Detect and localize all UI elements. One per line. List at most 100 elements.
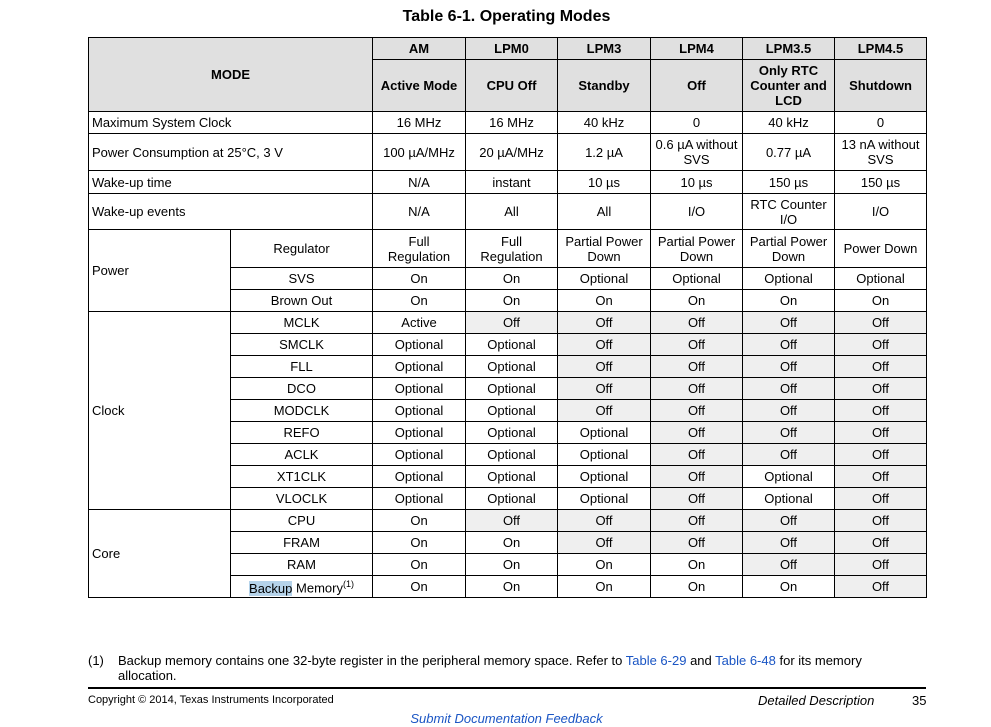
value-cell: Off (742, 443, 835, 466)
table-6-29-link[interactable]: Table 6-29 (625, 653, 687, 668)
value-cell: Optional (557, 487, 651, 510)
value-cell: 0.6 µA without SVS (650, 133, 743, 171)
value-cell: On (465, 289, 558, 312)
table-row: FLL Optional Optional Off Off Off Off (89, 355, 927, 378)
highlighted-text: Backup (249, 580, 293, 596)
table-row: Clock MCLK Active Off Off Off Off Off (88, 311, 927, 510)
value-cell: On (465, 531, 558, 554)
table-row: Power Consumption at 25°C, 3 V 100 µA/MHz… (88, 133, 927, 171)
mode-code-header: AM (372, 37, 466, 60)
value-cell: 100 µA/MHz (372, 133, 466, 171)
value-cell: On (557, 289, 651, 312)
value-cell: Off (742, 355, 835, 378)
table-row: Maximum System Clock 16 MHz 16 MHz 40 kHz 0 4… (88, 111, 927, 134)
value-cell: Full Regulation (372, 229, 466, 268)
value-cell: Optional (834, 267, 927, 290)
table-row: RAM On On On On Off Off (89, 553, 927, 576)
row-label: ACLK (230, 443, 373, 466)
mode-code-header: LPM4 (650, 37, 743, 60)
table-title: Table 6-1. Operating Modes (402, 8, 611, 25)
value-cell: Optional (742, 465, 835, 488)
value-cell: Optional (465, 421, 558, 444)
mode-code-header: LPM3.5 (742, 37, 835, 60)
row-label: Wake-up time (88, 170, 373, 194)
table-row: VLOCLK Optional Optional Optional Off Optiona… (89, 487, 927, 510)
value-cell: Off (742, 421, 835, 444)
value-cell: 150 µs (834, 170, 927, 194)
value-cell: Optional (557, 443, 651, 466)
value-cell: On (465, 267, 558, 290)
value-cell: Off (742, 333, 835, 356)
table-row: Wake-up events N/A All All I/O RTC Counter I/… (88, 193, 927, 230)
value-cell: Off (650, 487, 743, 510)
value-cell: Off (742, 399, 835, 422)
value-cell: On (372, 553, 466, 576)
value-cell: Off (834, 399, 927, 422)
value-cell: Off (650, 531, 743, 554)
row-label: FRAM (230, 531, 373, 554)
mode-name-header: Shutdown (834, 59, 927, 112)
value-cell: Off (742, 509, 835, 532)
value-cell: 40 kHz (742, 111, 835, 134)
value-cell: Off (557, 333, 651, 356)
value-cell: instant (465, 170, 558, 194)
value-cell: Off (650, 465, 743, 488)
value-cell: Optional (465, 333, 558, 356)
mode-name-header: Off (650, 59, 743, 112)
value-cell: 0 (650, 111, 743, 134)
table-6-48-link[interactable]: Table 6-48 (715, 653, 776, 668)
table-row: Core CPU On Off Off Off Off Off (88, 509, 927, 598)
value-cell: Off (834, 333, 927, 356)
row-label: Wake-up events (88, 193, 373, 230)
value-cell: Off (557, 355, 651, 378)
value-cell: Optional (557, 421, 651, 444)
group-label: Power (88, 229, 231, 312)
value-cell: Optional (465, 465, 558, 488)
row-label: MODCLK (230, 399, 373, 422)
value-cell: Off (742, 311, 835, 334)
footnote-ref: (1) (342, 579, 354, 590)
table-row: Backup Memory(1) On On On On On Off (89, 575, 927, 598)
table-row: DCO Optional Optional Off Off Off Off (89, 377, 927, 400)
value-cell: Off (557, 531, 651, 554)
value-cell: 20 µA/MHz (465, 133, 558, 171)
value-cell: I/O (650, 193, 743, 230)
value-cell: Off (742, 377, 835, 400)
mode-name-header: Active Mode (372, 59, 466, 112)
value-cell: Power Down (834, 229, 927, 268)
value-cell: Off (650, 399, 743, 422)
table-row: ACLK Optional Optional Optional Off Off Off (89, 443, 927, 466)
value-cell: Optional (372, 443, 466, 466)
mode-name-header: Only RTC Counter and LCD (742, 59, 835, 112)
page-number: 35 (912, 693, 927, 708)
row-label: REFO (230, 421, 373, 444)
value-cell: 10 µs (650, 170, 743, 194)
value-cell: 1.2 µA (557, 133, 651, 171)
table-row: Brown Out On On On On On On (89, 289, 927, 312)
value-cell: Optional (372, 399, 466, 422)
value-cell: Optional (372, 377, 466, 400)
value-cell: Off (650, 333, 743, 356)
value-cell: 16 MHz (465, 111, 558, 134)
value-cell: Off (557, 399, 651, 422)
row-label: Backup Memory(1) (230, 575, 373, 598)
value-cell: Off (650, 311, 743, 334)
value-cell: Off (834, 465, 927, 488)
value-cell: Active (372, 311, 466, 334)
value-cell: Off (834, 509, 927, 532)
value-cell: Optional (465, 377, 558, 400)
value-cell: Off (834, 421, 927, 444)
row-label: XT1CLK (230, 465, 373, 488)
mode-name-header: CPU Off (465, 59, 558, 112)
row-label: CPU (230, 509, 373, 532)
value-cell: Off (650, 377, 743, 400)
row-label: Power Consumption at 25°C, 3 V (88, 133, 373, 171)
mode-code-header: LPM0 (465, 37, 558, 60)
submit-feedback-link[interactable]: Submit Documentation Feedback (410, 711, 603, 726)
value-cell: RTC Counter I/O (742, 193, 835, 230)
value-cell: Optional (650, 267, 743, 290)
value-cell: On (742, 289, 835, 312)
footnote-text: and (686, 653, 716, 668)
value-cell: Off (557, 377, 651, 400)
value-cell: On (372, 575, 466, 598)
